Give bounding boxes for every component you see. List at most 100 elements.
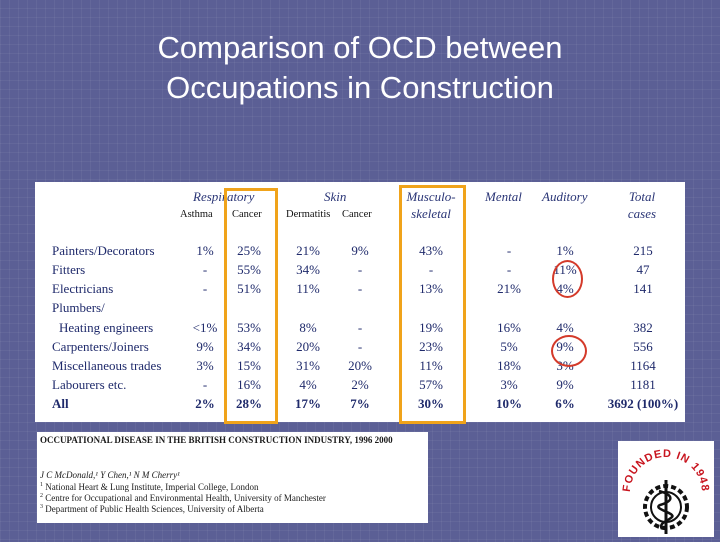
subheader-skin-cancer: Cancer — [342, 209, 372, 220]
table-row: Labourers etc. - 16% 4% 2% 57% 3% 9% 1181 — [35, 377, 685, 396]
header-musculo-line2: skeletal — [411, 206, 451, 221]
cell-musculo: 11% — [419, 358, 443, 373]
row-label: Miscellaneous trades — [52, 358, 162, 373]
cell-dermatitis: 8% — [299, 320, 317, 335]
cell-asthma: - — [202, 281, 208, 296]
header-mental: Mental — [485, 189, 522, 204]
cell-total: 3692 (100%) — [607, 396, 679, 411]
cell-musculo: 57% — [419, 377, 443, 392]
affiliation-1: 1 National Heart & Lung Institute, Imper… — [40, 482, 259, 492]
row-label: Heating engineers — [59, 320, 154, 335]
cell-total: 556 — [633, 339, 653, 354]
cell-skin-cancer: 9% — [351, 243, 369, 258]
reference-citation: OCCUPATIONAL DISEASE IN THE BRITISH CONS… — [37, 432, 428, 523]
cell-dermatitis: 31% — [296, 358, 320, 373]
cell-dermatitis: 17% — [295, 396, 321, 411]
cell-total: 1181 — [630, 377, 656, 392]
cell-mental: - — [506, 243, 512, 258]
cell-musculo: 23% — [419, 339, 443, 354]
affiliation-3: 3 Department of Public Health Sciences, … — [40, 504, 264, 514]
row-label: Labourers etc. — [52, 377, 127, 392]
cell-dermatitis: 11% — [296, 281, 320, 296]
cell-resp-cancer: 16% — [237, 377, 261, 392]
cell-asthma: <1% — [192, 320, 218, 335]
subheader-asthma: Asthma — [180, 209, 213, 220]
staff-of-asclepius-gear-icon: FOUNDED IN 1948 — [621, 448, 710, 534]
cell-asthma: 3% — [196, 358, 214, 373]
row-label: Painters/Decorators — [52, 243, 155, 258]
cell-resp-cancer: 25% — [237, 243, 261, 258]
cell-dermatitis: 4% — [299, 377, 317, 392]
table-row: All 2% 28% 17% 7% 30% 10% 6% 3692 (100%) — [35, 396, 685, 415]
cell-musculo: 30% — [418, 396, 444, 411]
header-auditory: Auditory — [542, 189, 588, 204]
highlight-respiratory-cancer-column — [224, 188, 278, 424]
cell-auditory: 4% — [556, 320, 574, 335]
ocd-comparison-table: Respiratory Skin Musculo- skeletal Menta… — [35, 182, 685, 424]
cell-asthma: - — [202, 262, 208, 277]
cell-asthma: - — [202, 377, 208, 392]
cell-skin-cancer: - — [357, 262, 363, 277]
cell-skin-cancer: 2% — [351, 377, 369, 392]
cell-musculo: 43% — [419, 243, 443, 258]
row-label: Carpenters/Joiners — [52, 339, 149, 354]
header-total-line1: Total — [628, 189, 656, 204]
reference-title: OCCUPATIONAL DISEASE IN THE BRITISH CONS… — [40, 435, 393, 445]
cell-skin-cancer: - — [357, 320, 363, 335]
cell-resp-cancer: 15% — [237, 358, 261, 373]
cell-total: 382 — [633, 320, 653, 335]
cell-resp-cancer: 51% — [237, 281, 261, 296]
table-row: Fitters -55% 34% - - -11% 47 — [35, 262, 685, 281]
header-respiratory: Respiratory — [193, 189, 255, 204]
cell-total: 141 — [633, 281, 653, 296]
table-row: Electricians -51% 11% -13% 21% 4% 141 — [35, 281, 685, 300]
row-label: All — [52, 396, 69, 411]
table-row: Painters/Decorators 1% 25% 21% 9% 43% - 1% 215 — [35, 243, 685, 262]
slide-title-line2: Occupations in Construction — [166, 70, 554, 105]
header-total-line2: cases — [627, 206, 657, 221]
cell-mental: 18% — [497, 358, 521, 373]
cell-resp-cancer: 55% — [237, 262, 261, 277]
cell-resp-cancer: 53% — [237, 320, 261, 335]
highlight-fitters-auditory-circle — [552, 260, 583, 298]
reference-authors: J C McDonald,¹ Y Chen,¹ N M Cherry¹ — [40, 470, 180, 480]
cell-auditory: 9% — [556, 377, 574, 392]
subheader-dermatitis: Dermatitis — [286, 209, 331, 220]
table-row: Heating engineers <1% 53% 8% - 19% 16% 4% 382 — [35, 320, 685, 339]
cell-skin-cancer: 20% — [348, 358, 372, 373]
header-musculo-line1: Musculo- — [406, 189, 456, 204]
header-skin: Skin — [324, 189, 347, 204]
cell-auditory: 1% — [556, 243, 574, 258]
cell-resp-cancer: 28% — [236, 396, 262, 411]
cell-musculo: 19% — [419, 320, 443, 335]
cell-musculo: 13% — [419, 281, 443, 296]
highlight-musculoskeletal-column — [399, 185, 466, 424]
cell-mental: 10% — [496, 396, 522, 411]
cell-asthma: 9% — [196, 339, 214, 354]
cell-resp-cancer: 34% — [237, 339, 261, 354]
cell-auditory: 6% — [555, 396, 575, 411]
row-label: Plumbers/ — [52, 300, 105, 315]
cell-mental: 21% — [497, 281, 521, 296]
cell-skin-cancer: - — [357, 339, 363, 354]
cell-mental: 5% — [500, 339, 518, 354]
cell-skin-cancer: - — [357, 281, 363, 296]
slide-title: Comparison of OCD between Occupations in… — [60, 28, 660, 108]
cell-dermatitis: 20% — [296, 339, 320, 354]
founded-1948-logo: FOUNDED IN 1948 — [618, 441, 714, 537]
cell-mental: 3% — [500, 377, 518, 392]
cell-mental: - — [506, 262, 512, 277]
cell-skin-cancer: 7% — [350, 396, 370, 411]
subheader-respiratory-cancer: Cancer — [232, 209, 262, 220]
affiliation-2: 2 Centre for Occupational and Environmen… — [40, 493, 326, 503]
cell-total: 215 — [633, 243, 653, 258]
cell-musculo: - — [428, 262, 434, 277]
row-label: Fitters — [52, 262, 86, 277]
row-label: Electricians — [52, 281, 114, 296]
slide-title-line1: Comparison of OCD between — [157, 30, 563, 65]
cell-dermatitis: 21% — [296, 243, 320, 258]
cell-asthma: 2% — [195, 396, 215, 411]
cell-asthma: 1% — [196, 243, 214, 258]
cell-total: 1164 — [630, 358, 656, 373]
highlight-carpenters-auditory-circle — [551, 335, 587, 367]
